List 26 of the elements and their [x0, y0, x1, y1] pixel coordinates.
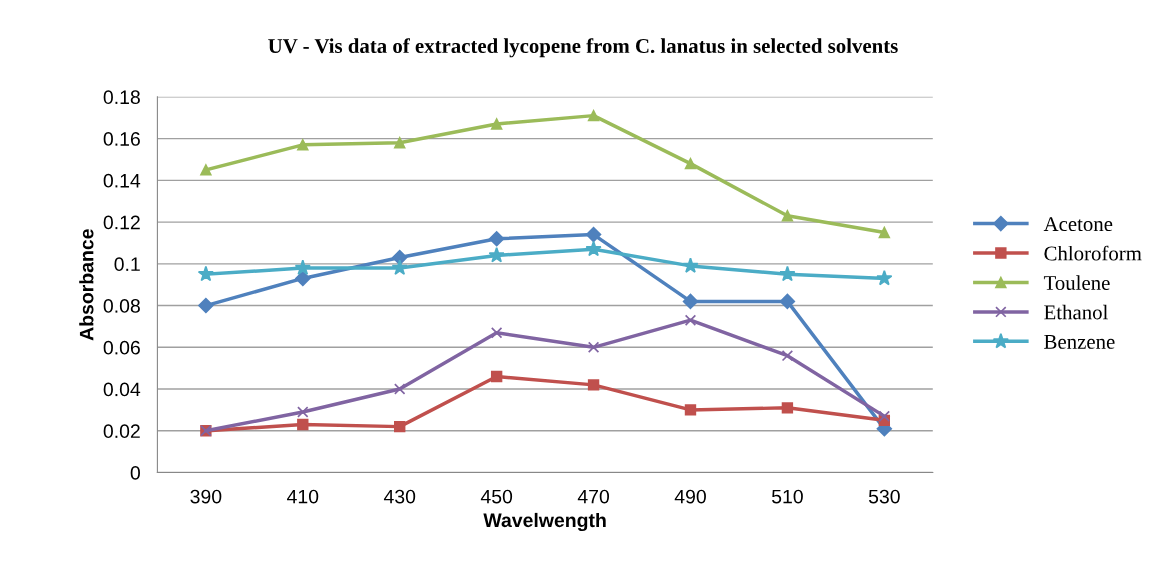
- y-axis-title: Absorbance: [79, 229, 94, 341]
- x-axis-title: Wavelwength: [483, 512, 606, 532]
- x-tick-label: 450: [480, 489, 513, 504]
- y-tick-label: 0.16: [103, 132, 140, 146]
- y-tick-label: 0.14: [103, 173, 141, 188]
- x-tick-label: 470: [577, 489, 610, 504]
- y-tick-label: 0.1: [114, 257, 140, 272]
- y-tick-label: 0.18: [103, 90, 140, 105]
- x-tick-label: 410: [287, 489, 319, 504]
- x-tick-label: 390: [190, 489, 222, 504]
- y-tick-label: 0.06: [103, 340, 140, 355]
- x-tick-label: 490: [674, 489, 706, 504]
- y-tick-label: 0.02: [103, 424, 140, 439]
- legend-label: Toulene: [1043, 275, 1110, 290]
- y-tick-label: 0.08: [103, 299, 140, 313]
- x-tick-label: 530: [868, 489, 900, 504]
- legend-label: Ethanol: [1044, 304, 1108, 320]
- x-tick-label: 510: [771, 489, 803, 504]
- legend-label: Acetone: [1043, 217, 1113, 232]
- x-tick-label: 430: [383, 489, 416, 504]
- legend-label: Benzene: [1044, 335, 1115, 349]
- y-tick-label: 0.12: [103, 215, 140, 230]
- y-tick-label: 0.04: [103, 382, 141, 397]
- legend-label: Chloroform: [1044, 245, 1142, 261]
- chart-title: UV - Vis data of extracted lycopene from C. lanatus in selected solvents: [268, 38, 898, 58]
- y-tick-label: 0: [130, 466, 140, 480]
